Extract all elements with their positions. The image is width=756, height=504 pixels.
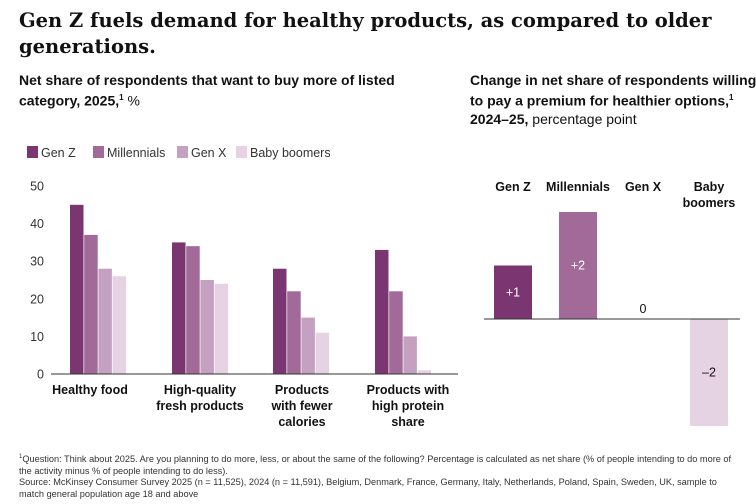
y-tick-label: 0 [37,368,44,382]
category-label-4: Products with [367,383,450,397]
category-label-3: Products [275,383,329,397]
change-value-label-2: +2 [571,259,585,273]
bar-millennials-1 [84,234,98,374]
bar-baby-boomers-2 [214,283,229,374]
footnote-question: 1Question: Think about 2025. Are you pla… [19,452,744,477]
column-header-3: Gen X [625,180,662,194]
charts-canvas: Gen Z Millennials Gen X Baby boomers 0 10 20 30… [27,146,740,429]
legend-label-millennials: Millennials [107,146,165,160]
bar-baby-boomers-1 [112,276,127,374]
y-tick-label: 20 [30,292,44,306]
chart-title: Gen Z fuels demand for healthy products,… [19,9,712,58]
y-tick-label: 50 [30,180,44,194]
change-value-label-1: +1 [506,285,520,299]
y-tick-label: 30 [30,255,44,269]
bar-baby-boomers-4 [417,370,432,374]
right-chart-subtitle: Change in net share of respondents willi… [470,71,756,128]
left-subtitle-unit: % [123,92,140,109]
change-value-label-3: 0 [640,302,647,316]
y-tick-label: 40 [30,217,44,231]
right-subtitle-text: Change in net share of respondents willi… [470,72,756,109]
legend-label-baby-boomers: Baby boomers [250,146,331,160]
legend-swatch-gen-z [27,146,38,158]
column-header-2: Millennials [546,180,610,194]
legend-swatch-gen-x [177,146,188,158]
change-bar-2 [559,212,597,319]
legend-label-gen-x: Gen X [191,146,227,160]
bar-gen-x-2 [200,280,214,374]
bar-baby-boomers-3 [315,332,330,374]
category-label-4: high protein [372,399,444,413]
footnote: 1Question: Think about 2025. Are you pla… [19,452,744,500]
y-tick-label: 10 [30,330,44,344]
legend-label-gen-z: Gen Z [41,146,76,160]
category-label-3: with fewer [270,399,332,413]
column-header-1: Gen Z [495,180,531,194]
category-label-4: share [391,415,424,429]
category-label-2: fresh products [156,399,244,413]
legend-swatch-millennials [93,146,104,158]
bar-gen-x-1 [98,268,112,374]
category-label-3: calories [278,415,325,429]
bar-gen-x-4 [403,336,417,374]
category-label-2: High-quality [164,383,236,397]
footnote-mark: 1 [19,454,23,460]
change-bar-4 [690,319,728,426]
bar-gen-z-3 [273,268,287,374]
column-header-4: boomers [683,196,736,210]
footnote-source: Source: McKinsey Consumer Survey 2025 (n… [19,477,717,499]
column-header-4: Baby [694,180,725,194]
change-value-label-4: –2 [702,366,716,380]
footnote-question-text: Question: Think about 2025. Are you plan… [19,454,732,476]
bar-gen-z-2 [172,242,186,374]
bar-millennials-4 [389,291,403,374]
bar-gen-x-3 [301,317,315,374]
category-label-1: Healthy food [52,383,128,397]
right-subtitle-footnote-mark: 1 [729,93,734,102]
bar-gen-z-4 [375,249,389,374]
left-chart-subtitle: Net share of respondents that want to bu… [19,71,439,110]
left-subtitle-footnote-mark: 1 [119,93,124,102]
left-subtitle-text: Net share of respondents that want to bu… [19,72,395,109]
right-subtitle-unit: percentage point [528,110,637,127]
bar-gen-z-1 [70,204,84,374]
right-subtitle-period: 2024–25, [470,110,529,127]
bar-millennials-3 [287,291,301,374]
legend-swatch-baby-boomers [236,146,247,158]
bar-millennials-2 [186,246,200,374]
change-bar-1 [494,265,532,319]
